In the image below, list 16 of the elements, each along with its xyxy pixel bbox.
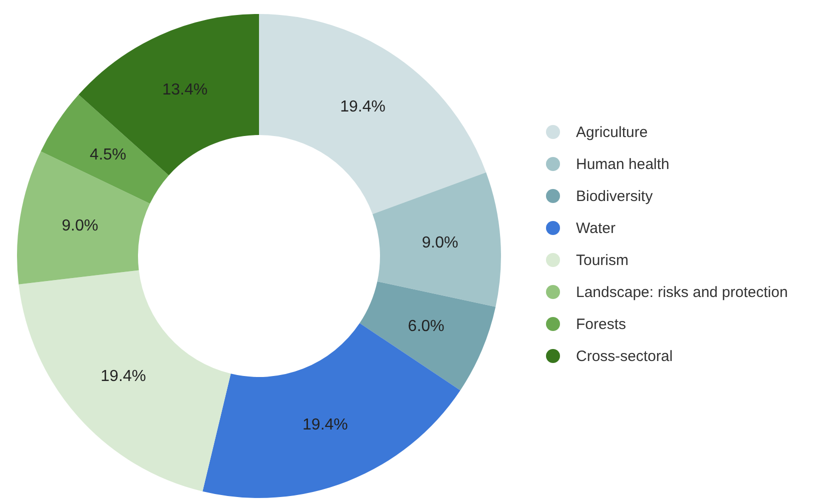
data-label: 19.4% — [340, 98, 386, 116]
data-label: 4.5% — [90, 146, 126, 164]
legend-label: Biodiversity — [576, 188, 654, 206]
data-label: 9.0% — [422, 234, 458, 252]
data-label: 9.0% — [62, 218, 98, 235]
legend-label: Landscape: risks and protection — [576, 284, 788, 302]
data-label: 6.0% — [408, 318, 444, 336]
legend-label: Tourism — [576, 252, 629, 270]
legend-label: Water — [576, 220, 616, 238]
legend-label: Forests — [576, 316, 626, 334]
data-label: 19.4% — [100, 368, 146, 385]
legend-label: Agriculture — [576, 124, 648, 142]
legend-label: Human health — [576, 156, 670, 174]
legend-label: Cross-sectoral — [576, 348, 673, 366]
data-label: 13.4% — [162, 82, 208, 99]
data-label: 19.4% — [302, 416, 348, 434]
